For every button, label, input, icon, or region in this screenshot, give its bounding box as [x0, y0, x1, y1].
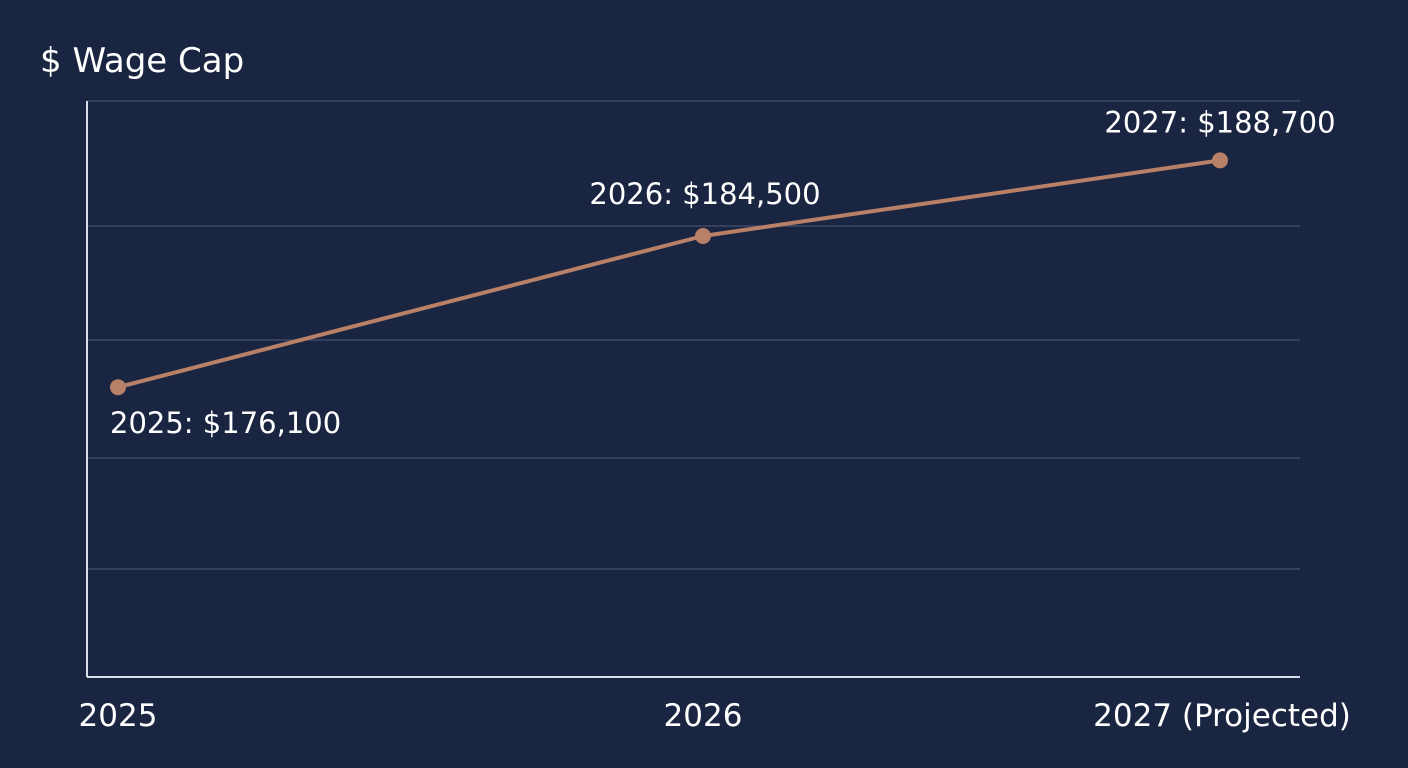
x-tick-label-2027: 2027 (Projected) — [1093, 698, 1351, 734]
data-label-2025: 2025: $176,100 — [110, 406, 341, 440]
y-axis-label: $ Wage Cap — [40, 41, 244, 81]
x-tick-label-2026: 2026 — [664, 698, 743, 734]
data-label-2027: 2027: $188,700 — [1104, 105, 1335, 139]
data-labels: 2025: $176,100 2026: $184,500 2027: $188,7… — [110, 105, 1336, 440]
x-tick-label-2025: 2025 — [79, 698, 158, 734]
data-point-2027 — [1212, 152, 1228, 169]
data-point-2025 — [110, 379, 126, 396]
gridlines — [87, 100, 1300, 570]
x-tick-labels: 2025 2026 2027 (Projected) — [79, 698, 1351, 734]
data-point-2026 — [695, 228, 711, 244]
data-label-2026: 2026: $184,500 — [589, 177, 820, 211]
axes — [86, 101, 1300, 678]
series-wage-cap — [110, 152, 1228, 396]
